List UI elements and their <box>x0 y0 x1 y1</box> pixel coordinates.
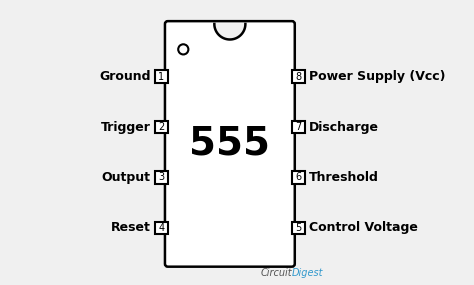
Bar <box>292 221 305 234</box>
Bar <box>155 221 168 234</box>
Bar <box>155 171 168 184</box>
Text: Reset: Reset <box>111 221 151 234</box>
Text: Ground: Ground <box>100 70 151 83</box>
Bar <box>292 121 305 133</box>
Bar <box>155 70 168 83</box>
Text: 8: 8 <box>295 72 301 82</box>
FancyBboxPatch shape <box>165 21 295 267</box>
Text: 1: 1 <box>158 72 164 82</box>
Text: Circuit: Circuit <box>260 268 292 278</box>
Bar <box>155 121 168 133</box>
Wedge shape <box>214 24 246 40</box>
Text: 4: 4 <box>158 223 164 233</box>
Bar <box>292 171 305 184</box>
Text: Threshold: Threshold <box>309 171 379 184</box>
Text: Control Voltage: Control Voltage <box>309 221 418 234</box>
Text: 7: 7 <box>295 122 301 132</box>
Text: Trigger: Trigger <box>101 121 151 134</box>
Text: Output: Output <box>102 171 151 184</box>
Text: 5: 5 <box>295 223 301 233</box>
Text: 6: 6 <box>295 172 301 182</box>
Text: Power Supply (Vcc): Power Supply (Vcc) <box>309 70 446 83</box>
Text: 3: 3 <box>158 172 164 182</box>
Text: 555: 555 <box>190 125 270 163</box>
Text: Discharge: Discharge <box>309 121 379 134</box>
Text: Digest: Digest <box>292 268 323 278</box>
Bar <box>292 70 305 83</box>
Text: 2: 2 <box>158 122 164 132</box>
